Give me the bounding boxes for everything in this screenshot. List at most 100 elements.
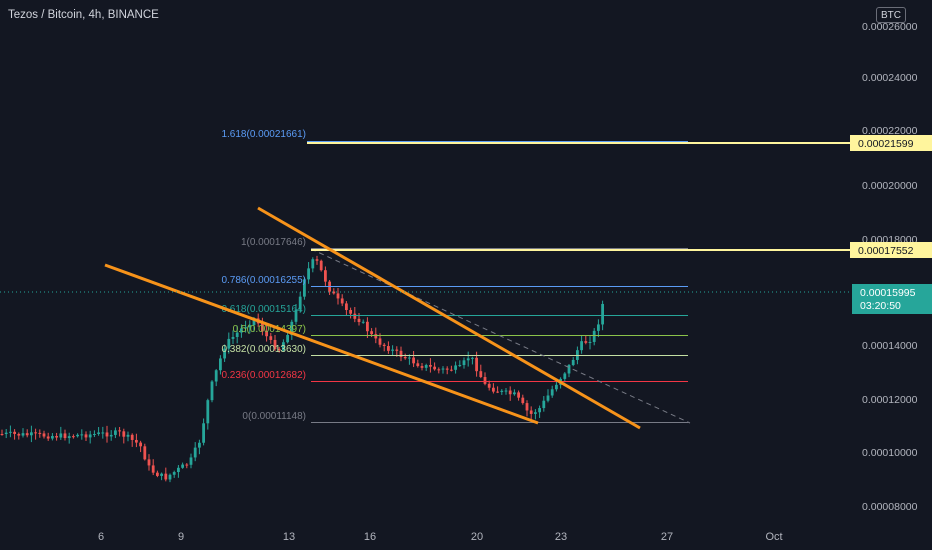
fib-trend-dashed [310, 248, 691, 424]
candle-body [118, 430, 121, 432]
candle-body [210, 381, 214, 401]
time-tick: 27 [661, 531, 673, 543]
fib-label-0.786: 0.786(0.00016255) [221, 275, 306, 286]
candle-body [122, 431, 126, 437]
candle-body [109, 434, 113, 437]
candle-body [462, 360, 466, 366]
candle-body [546, 395, 550, 401]
candle-body [466, 358, 470, 361]
candle-body [450, 369, 453, 371]
candle-body [340, 298, 344, 304]
trendline-upper[interactable] [257, 206, 641, 430]
candle-body [59, 433, 63, 438]
candle-body [38, 432, 42, 434]
price-tick: 0.00014000 [862, 340, 918, 352]
candle-body [198, 442, 201, 448]
candle-body [9, 431, 12, 433]
candle-body [420, 366, 424, 368]
candle-body [227, 338, 231, 349]
time-tick: Oct [765, 531, 782, 543]
candle-body [172, 472, 176, 475]
candle-body [521, 397, 525, 404]
candle-body [151, 465, 155, 473]
candle-body [67, 436, 71, 439]
candle-body [399, 350, 403, 357]
fib-label-0.382: 0.382(0.00013630) [221, 344, 306, 355]
candle-body [72, 436, 75, 438]
candle-body [345, 303, 348, 311]
candle-body [114, 430, 117, 435]
candle-body [374, 334, 378, 339]
candle-body [51, 436, 54, 439]
price-tick: 0.00024000 [862, 72, 918, 84]
candle-body [454, 365, 457, 370]
candle-body [97, 432, 100, 434]
candle-body [240, 328, 243, 333]
candle-body [55, 436, 58, 438]
candle-body [542, 400, 546, 409]
candle-body [76, 434, 79, 437]
candle-body [298, 296, 302, 310]
candle-body [357, 318, 361, 323]
candle-body [282, 342, 285, 351]
candle-body [252, 318, 256, 326]
candle-body [332, 291, 336, 294]
candle-body [349, 310, 352, 314]
candle-body [412, 357, 415, 364]
fib-label-0: 0(0.00011148) [242, 411, 306, 422]
candle-body [580, 341, 583, 351]
candle-body [555, 384, 558, 390]
candle-body [147, 459, 151, 466]
candle-body [601, 303, 604, 325]
candle-body [517, 392, 520, 398]
price-label-upper-bg [850, 135, 932, 151]
candle-body [492, 387, 495, 392]
fib-label-0.5: 0.5(0.00014397) [233, 324, 306, 335]
candle-body [231, 336, 235, 339]
candle-body [235, 332, 239, 337]
candle-body [80, 434, 84, 436]
price-tick: 0.00012000 [862, 394, 918, 406]
candle-body [202, 423, 205, 443]
candle-body [185, 464, 189, 466]
candle-body [487, 383, 491, 388]
candle-body [130, 434, 134, 440]
candle-body [30, 432, 33, 436]
candle-body [441, 368, 445, 370]
time-axis[interactable]: 6 9 13 16 20 23 27 Oct [0, 522, 932, 550]
candle-body [361, 321, 365, 323]
price-label-lower: 0.00017552 [858, 245, 914, 257]
candle-body [143, 446, 147, 460]
candle-body [126, 434, 130, 437]
trendline-lower[interactable] [104, 263, 539, 425]
candle-body [265, 331, 268, 337]
candle-body [25, 433, 29, 436]
price-tick: 0.00008000 [862, 501, 918, 513]
candle-body [244, 327, 247, 329]
candle-body [223, 348, 226, 359]
candle-body [534, 412, 537, 414]
price-axis[interactable]: 0.00026000 0.00024000 0.00022000 0.00020… [850, 0, 932, 522]
candle-body [307, 268, 310, 280]
candle-body [324, 270, 327, 282]
plot-area[interactable] [0, 0, 852, 522]
candle-body [206, 400, 210, 424]
time-tick: 9 [178, 531, 184, 543]
time-tick: 16 [364, 531, 376, 543]
fib-retracement[interactable]: 1.618(0.00021661) 1(0.00017646) 0.786(0.… [221, 129, 691, 424]
candle-body [458, 365, 462, 367]
fib-label-0.618: 0.618(0.00015164) [221, 304, 306, 315]
candle-body [294, 309, 298, 322]
chart-title: Tezos / Bitcoin, 4h, BINANCE [8, 9, 159, 21]
candle-body [483, 377, 487, 384]
candle-body [479, 371, 483, 378]
candle-body [387, 346, 390, 351]
candle-body [513, 392, 516, 395]
currency-button[interactable]: BTC [876, 7, 906, 23]
candle-body [160, 473, 163, 476]
candle-body [214, 370, 218, 382]
candle-body [336, 293, 340, 299]
candle-body [101, 432, 105, 434]
price-tick: 0.00022000 [862, 125, 918, 137]
